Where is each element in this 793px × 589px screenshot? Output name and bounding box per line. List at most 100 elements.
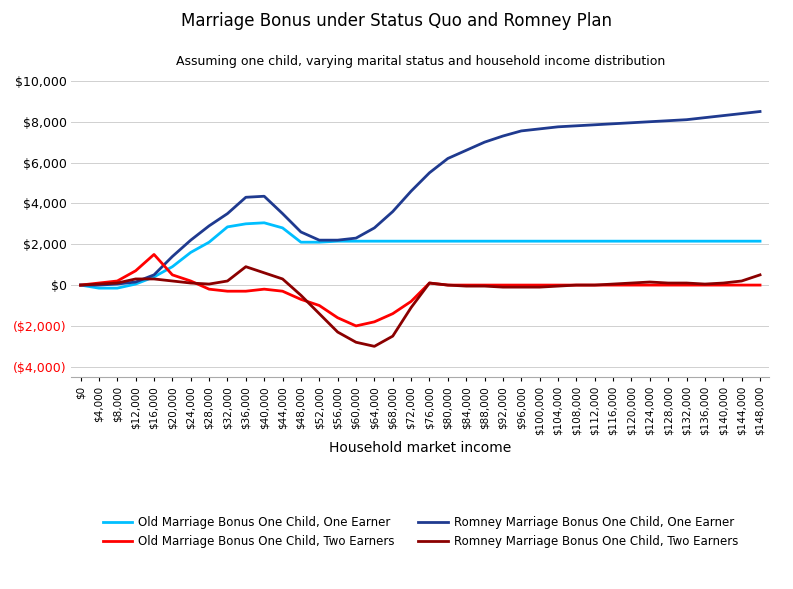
Romney Marriage Bonus One Child, One Earner [167, 253, 177, 260]
Old Marriage Bonus One Child, One Earner [259, 219, 269, 226]
Old Marriage Bonus One Child, One Earner [388, 237, 397, 244]
Romney Marriage Bonus One Child, Two Earners [351, 339, 361, 346]
Old Marriage Bonus One Child, One Earner [167, 263, 177, 270]
Romney Marriage Bonus One Child, Two Earners [682, 280, 691, 287]
Romney Marriage Bonus One Child, Two Earners [718, 280, 728, 287]
Romney Marriage Bonus One Child, Two Earners [76, 282, 86, 289]
Old Marriage Bonus One Child, Two Earners [149, 251, 159, 258]
Old Marriage Bonus One Child, One Earner [645, 237, 654, 244]
Romney Marriage Bonus One Child, Two Earners [737, 277, 746, 284]
Old Marriage Bonus One Child, One Earner [664, 237, 673, 244]
Old Marriage Bonus One Child, Two Earners [645, 282, 654, 289]
Romney Marriage Bonus One Child, One Earner [480, 138, 489, 145]
Old Marriage Bonus One Child, Two Earners [535, 282, 545, 289]
Old Marriage Bonus One Child, Two Earners [94, 280, 104, 287]
Old Marriage Bonus One Child, Two Earners [608, 282, 618, 289]
Romney Marriage Bonus One Child, One Earner [626, 119, 636, 126]
Old Marriage Bonus One Child, Two Earners [755, 282, 764, 289]
Romney Marriage Bonus One Child, Two Earners [626, 280, 636, 287]
Romney Marriage Bonus One Child, Two Earners [462, 283, 471, 290]
Romney Marriage Bonus One Child, Two Earners [590, 282, 600, 289]
Old Marriage Bonus One Child, One Earner [718, 237, 728, 244]
Old Marriage Bonus One Child, Two Earners [370, 318, 379, 325]
Old Marriage Bonus One Child, Two Earners [76, 282, 86, 289]
Old Marriage Bonus One Child, Two Earners [682, 282, 691, 289]
Old Marriage Bonus One Child, Two Earners [205, 286, 214, 293]
Romney Marriage Bonus One Child, Two Earners [700, 280, 710, 287]
Old Marriage Bonus One Child, Two Earners [554, 282, 563, 289]
Romney Marriage Bonus One Child, Two Earners [241, 263, 251, 270]
Romney Marriage Bonus One Child, One Earner [700, 114, 710, 121]
Romney Marriage Bonus One Child, Two Earners [205, 280, 214, 287]
Old Marriage Bonus One Child, Two Earners [406, 298, 416, 305]
Old Marriage Bonus One Child, One Earner [498, 237, 508, 244]
Romney Marriage Bonus One Child, One Earner [186, 237, 196, 244]
Romney Marriage Bonus One Child, One Earner [755, 108, 764, 115]
Old Marriage Bonus One Child, Two Earners [278, 287, 287, 294]
Old Marriage Bonus One Child, Two Earners [223, 287, 232, 294]
Old Marriage Bonus One Child, Two Earners [131, 267, 140, 274]
Old Marriage Bonus One Child, Two Earners [333, 314, 343, 321]
Romney Marriage Bonus One Child, Two Earners [443, 282, 453, 289]
Romney Marriage Bonus One Child, Two Earners [186, 280, 196, 287]
Old Marriage Bonus One Child, One Earner [205, 239, 214, 246]
Old Marriage Bonus One Child, Two Earners [351, 322, 361, 329]
Old Marriage Bonus One Child, Two Earners [718, 282, 728, 289]
Old Marriage Bonus One Child, One Earner [443, 237, 453, 244]
Line: Old Marriage Bonus One Child, One Earner: Old Marriage Bonus One Child, One Earner [81, 223, 760, 288]
Old Marriage Bonus One Child, One Earner [241, 220, 251, 227]
Romney Marriage Bonus One Child, Two Earners [645, 279, 654, 286]
Old Marriage Bonus One Child, One Earner [278, 224, 287, 231]
Romney Marriage Bonus One Child, One Earner [351, 234, 361, 241]
Romney Marriage Bonus One Child, One Earner [682, 116, 691, 123]
Old Marriage Bonus One Child, One Earner [462, 237, 471, 244]
Romney Marriage Bonus One Child, One Earner [664, 117, 673, 124]
Old Marriage Bonus One Child, One Earner [186, 249, 196, 256]
Old Marriage Bonus One Child, One Earner [608, 237, 618, 244]
Old Marriage Bonus One Child, One Earner [425, 237, 435, 244]
Old Marriage Bonus One Child, Two Earners [498, 282, 508, 289]
Old Marriage Bonus One Child, Two Earners [626, 282, 636, 289]
Romney Marriage Bonus One Child, Two Earners [664, 280, 673, 287]
Old Marriage Bonus One Child, One Earner [516, 237, 526, 244]
Romney Marriage Bonus One Child, One Earner [76, 282, 86, 289]
Old Marriage Bonus One Child, One Earner [149, 273, 159, 280]
Old Marriage Bonus One Child, One Earner [76, 282, 86, 289]
Romney Marriage Bonus One Child, Two Earners [131, 276, 140, 283]
Old Marriage Bonus One Child, One Earner [682, 237, 691, 244]
Romney Marriage Bonus One Child, One Earner [498, 133, 508, 140]
Romney Marriage Bonus One Child, One Earner [205, 222, 214, 229]
Romney Marriage Bonus One Child, One Earner [718, 112, 728, 119]
Old Marriage Bonus One Child, One Earner [370, 237, 379, 244]
Romney Marriage Bonus One Child, Two Earners [278, 276, 287, 283]
Old Marriage Bonus One Child, Two Earners [480, 282, 489, 289]
Romney Marriage Bonus One Child, Two Earners [388, 333, 397, 340]
Romney Marriage Bonus One Child, One Earner [462, 147, 471, 154]
Romney Marriage Bonus One Child, One Earner [737, 110, 746, 117]
Romney Marriage Bonus One Child, One Earner [425, 169, 435, 176]
Old Marriage Bonus One Child, Two Earners [700, 282, 710, 289]
Romney Marriage Bonus One Child, Two Earners [572, 282, 581, 289]
Old Marriage Bonus One Child, Two Earners [167, 272, 177, 279]
Romney Marriage Bonus One Child, One Earner [131, 279, 140, 286]
Romney Marriage Bonus One Child, Two Earners [94, 280, 104, 287]
X-axis label: Household market income: Household market income [329, 441, 511, 455]
Old Marriage Bonus One Child, Two Earners [443, 282, 453, 289]
Title: Assuming one child, varying marital status and household income distribution: Assuming one child, varying marital stat… [176, 55, 665, 68]
Old Marriage Bonus One Child, One Earner [351, 237, 361, 244]
Old Marriage Bonus One Child, Two Earners [664, 282, 673, 289]
Old Marriage Bonus One Child, Two Earners [572, 282, 581, 289]
Romney Marriage Bonus One Child, Two Earners [535, 283, 545, 290]
Romney Marriage Bonus One Child, One Earner [535, 125, 545, 133]
Old Marriage Bonus One Child, One Earner [535, 237, 545, 244]
Old Marriage Bonus One Child, One Earner [131, 280, 140, 287]
Old Marriage Bonus One Child, Two Earners [516, 282, 526, 289]
Line: Romney Marriage Bonus One Child, Two Earners: Romney Marriage Bonus One Child, Two Ear… [81, 267, 760, 346]
Romney Marriage Bonus One Child, Two Earners [425, 280, 435, 287]
Romney Marriage Bonus One Child, One Earner [296, 229, 305, 236]
Old Marriage Bonus One Child, Two Earners [259, 286, 269, 293]
Romney Marriage Bonus One Child, One Earner [370, 224, 379, 231]
Romney Marriage Bonus One Child, One Earner [388, 208, 397, 215]
Old Marriage Bonus One Child, Two Earners [315, 302, 324, 309]
Romney Marriage Bonus One Child, One Earner [406, 188, 416, 195]
